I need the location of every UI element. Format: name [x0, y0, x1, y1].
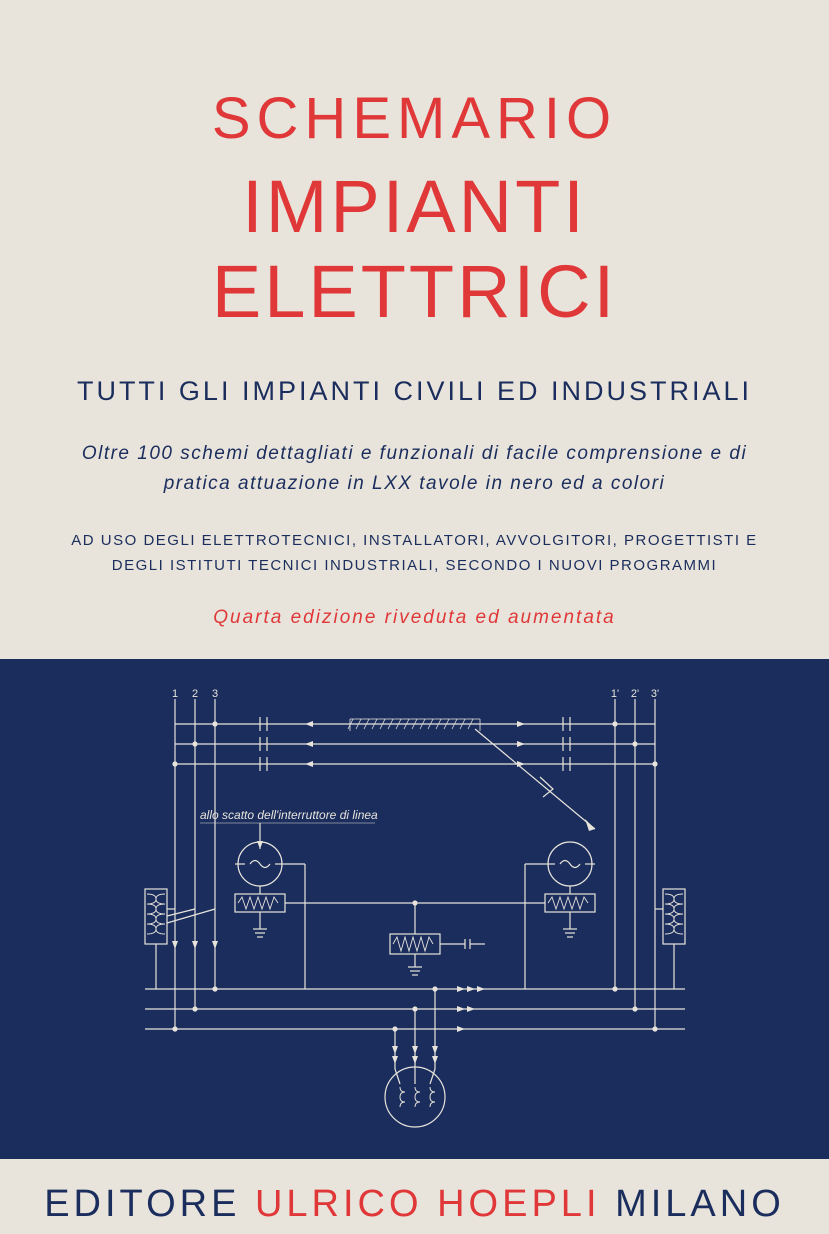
- diagram-label: allo scatto dell'interruttore di linea: [200, 808, 378, 822]
- edition-note: Quarta edizione riveduta ed aumentata: [30, 607, 799, 629]
- publisher-bar: EDITORE ULRICO HOEPLI MILANO: [0, 1159, 829, 1234]
- svg-text:3': 3': [650, 689, 658, 700]
- description: Oltre 100 schemi dettagliati e funzional…: [30, 439, 799, 500]
- title-line-1: SCHEMARIO: [30, 85, 799, 152]
- svg-text:2': 2': [630, 689, 638, 700]
- publisher-name: ULRICO HOEPLI: [255, 1183, 601, 1225]
- header-section: SCHEMARIO IMPIANTI ELETTRICI TUTTI GLI I…: [0, 0, 829, 659]
- diagram-panel: 1 2 3 1' 2' 3': [0, 659, 829, 1159]
- svg-text:1': 1': [610, 689, 618, 700]
- subtitle: TUTTI GLI IMPIANTI CIVILI ED INDUSTRIALI: [30, 376, 799, 407]
- title-line-2: IMPIANTI ELETTRICI: [30, 164, 799, 334]
- electrical-schematic: 1 2 3 1' 2' 3': [105, 689, 725, 1129]
- publisher-city: MILANO: [615, 1183, 785, 1225]
- svg-text:2: 2: [191, 689, 197, 700]
- book-cover: SCHEMARIO IMPIANTI ELETTRICI TUTTI GLI I…: [0, 0, 829, 1156]
- svg-text:1: 1: [171, 689, 177, 700]
- audience-text: AD USO DEGLI ELETTROTECNICI, INSTALLATOR…: [30, 528, 799, 579]
- publisher-prefix: EDITORE: [44, 1183, 240, 1225]
- svg-text:3: 3: [211, 689, 217, 700]
